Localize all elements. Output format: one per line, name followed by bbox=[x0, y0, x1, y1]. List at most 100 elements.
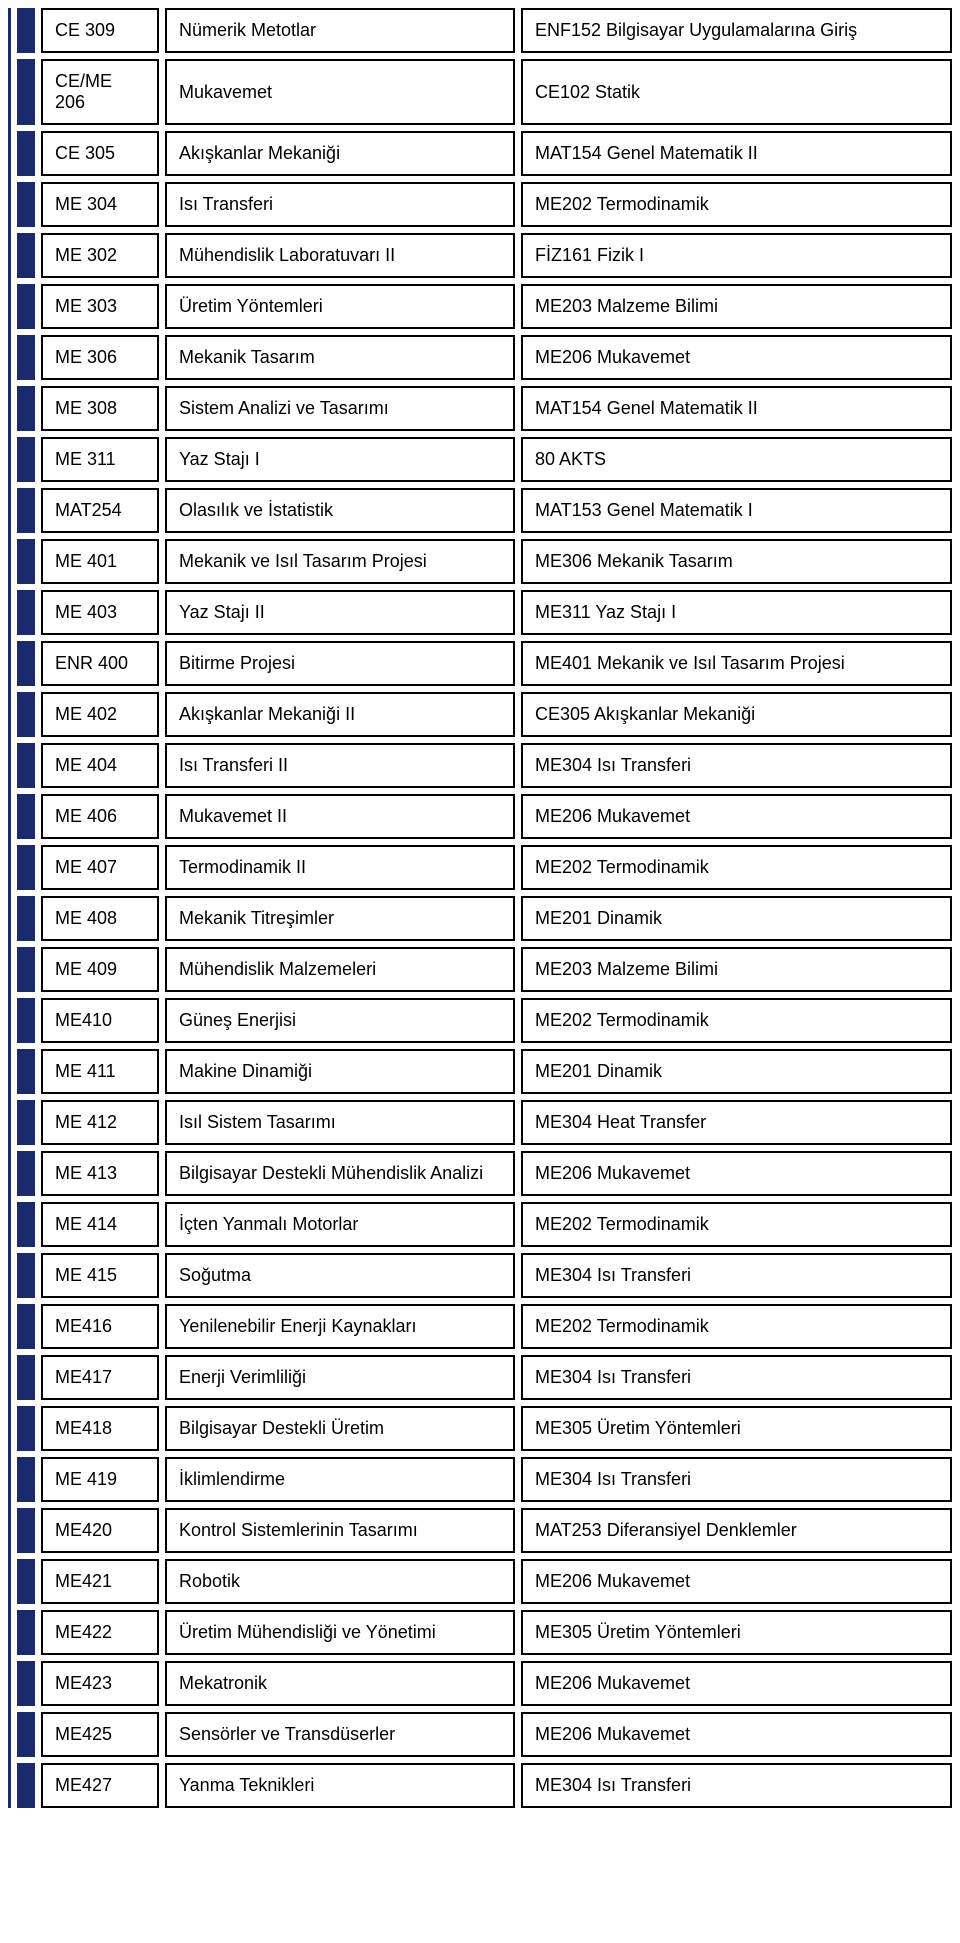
course-desc: ME304 Isı Transferi bbox=[521, 1253, 952, 1298]
table-row: ME420Kontrol Sistemlerinin TasarımıMAT25… bbox=[17, 1508, 952, 1553]
course-name: Kontrol Sistemlerinin Tasarımı bbox=[165, 1508, 515, 1553]
course-code: CE 309 bbox=[41, 8, 159, 53]
course-desc: ME203 Malzeme Bilimi bbox=[521, 284, 952, 329]
course-name: Olasılık ve İstatistik bbox=[165, 488, 515, 533]
course-name: Termodinamik II bbox=[165, 845, 515, 890]
table-row: ME 404Isı Transferi IIME304 Isı Transfer… bbox=[17, 743, 952, 788]
row-band bbox=[17, 1763, 35, 1808]
course-desc: ME206 Mukavemet bbox=[521, 1712, 952, 1757]
course-name: Akışkanlar Mekaniği II bbox=[165, 692, 515, 737]
row-band bbox=[17, 1355, 35, 1400]
row-band bbox=[17, 335, 35, 380]
row-band bbox=[17, 284, 35, 329]
table-row: ME417Enerji VerimliliğiME304 Isı Transfe… bbox=[17, 1355, 952, 1400]
table-row: ME 408Mekanik TitreşimlerME201 Dinamik bbox=[17, 896, 952, 941]
course-code: ME 406 bbox=[41, 794, 159, 839]
table-row: CE 305Akışkanlar MekaniğiMAT154 Genel Ma… bbox=[17, 131, 952, 176]
course-table: CE 309Nümerik MetotlarENF152 Bilgisayar … bbox=[8, 8, 952, 1808]
course-desc: ME305 Üretim Yöntemleri bbox=[521, 1406, 952, 1451]
course-name: Üretim Yöntemleri bbox=[165, 284, 515, 329]
course-desc: MAT154 Genel Matematik II bbox=[521, 131, 952, 176]
course-desc: ME201 Dinamik bbox=[521, 896, 952, 941]
course-name: İçten Yanmalı Motorlar bbox=[165, 1202, 515, 1247]
row-band bbox=[17, 1151, 35, 1196]
course-desc: ME203 Malzeme Bilimi bbox=[521, 947, 952, 992]
course-code: ME 402 bbox=[41, 692, 159, 737]
course-code: ME 409 bbox=[41, 947, 159, 992]
row-band bbox=[17, 1049, 35, 1094]
row-band bbox=[17, 1610, 35, 1655]
course-desc: ME202 Termodinamik bbox=[521, 845, 952, 890]
course-code: ENR 400 bbox=[41, 641, 159, 686]
table-row: ME427Yanma TeknikleriME304 Isı Transferi bbox=[17, 1763, 952, 1808]
course-name: Üretim Mühendisliği ve Yönetimi bbox=[165, 1610, 515, 1655]
course-desc: ME202 Termodinamik bbox=[521, 1202, 952, 1247]
course-desc: CE102 Statik bbox=[521, 59, 952, 125]
row-band bbox=[17, 59, 35, 125]
table-row: ME 401Mekanik ve Isıl Tasarım ProjesiME3… bbox=[17, 539, 952, 584]
course-name: Mekanik Titreşimler bbox=[165, 896, 515, 941]
course-code: ME 303 bbox=[41, 284, 159, 329]
course-desc: ME206 Mukavemet bbox=[521, 794, 952, 839]
course-desc: MAT153 Genel Matematik I bbox=[521, 488, 952, 533]
course-desc: ME304 Isı Transferi bbox=[521, 1763, 952, 1808]
row-band bbox=[17, 896, 35, 941]
row-band bbox=[17, 590, 35, 635]
course-name: Bilgisayar Destekli Üretim bbox=[165, 1406, 515, 1451]
course-desc: ENF152 Bilgisayar Uygulamalarına Giriş bbox=[521, 8, 952, 53]
course-desc: ME305 Üretim Yöntemleri bbox=[521, 1610, 952, 1655]
table-row: ME 406Mukavemet IIME206 Mukavemet bbox=[17, 794, 952, 839]
row-band bbox=[17, 794, 35, 839]
row-band bbox=[17, 1100, 35, 1145]
row-band bbox=[17, 1661, 35, 1706]
course-name: Bilgisayar Destekli Mühendislik Analizi bbox=[165, 1151, 515, 1196]
course-code: ME 407 bbox=[41, 845, 159, 890]
course-code: ME423 bbox=[41, 1661, 159, 1706]
course-name: Mekanik Tasarım bbox=[165, 335, 515, 380]
table-row: ME416Yenilenebilir Enerji KaynaklarıME20… bbox=[17, 1304, 952, 1349]
course-name: Mekatronik bbox=[165, 1661, 515, 1706]
course-desc: ME202 Termodinamik bbox=[521, 998, 952, 1043]
course-desc: ME206 Mukavemet bbox=[521, 1559, 952, 1604]
course-desc: ME304 Heat Transfer bbox=[521, 1100, 952, 1145]
table-row: ME422Üretim Mühendisliği ve YönetimiME30… bbox=[17, 1610, 952, 1655]
course-name: Mühendislik Laboratuvarı II bbox=[165, 233, 515, 278]
table-row: ME 303Üretim YöntemleriME203 Malzeme Bil… bbox=[17, 284, 952, 329]
course-desc: ME202 Termodinamik bbox=[521, 182, 952, 227]
table-row: ME 311Yaz Stajı I80 AKTS bbox=[17, 437, 952, 482]
course-code: ME 412 bbox=[41, 1100, 159, 1145]
course-code: ME 403 bbox=[41, 590, 159, 635]
row-band bbox=[17, 8, 35, 53]
row-band bbox=[17, 233, 35, 278]
course-code: ME421 bbox=[41, 1559, 159, 1604]
course-code: ME 306 bbox=[41, 335, 159, 380]
table-row: ME 411Makine DinamiğiME201 Dinamik bbox=[17, 1049, 952, 1094]
table-row: CE 309Nümerik MetotlarENF152 Bilgisayar … bbox=[17, 8, 952, 53]
table-row: ME 407Termodinamik IIME202 Termodinamik bbox=[17, 845, 952, 890]
course-code: ME 419 bbox=[41, 1457, 159, 1502]
course-code: MAT254 bbox=[41, 488, 159, 533]
course-desc: ME304 Isı Transferi bbox=[521, 743, 952, 788]
course-name: Sensörler ve Transdüserler bbox=[165, 1712, 515, 1757]
course-code: ME 404 bbox=[41, 743, 159, 788]
course-desc: ME401 Mekanik ve Isıl Tasarım Projesi bbox=[521, 641, 952, 686]
table-row: ME 308Sistem Analizi ve TasarımıMAT154 G… bbox=[17, 386, 952, 431]
course-name: Soğutma bbox=[165, 1253, 515, 1298]
course-desc: FİZ161 Fizik I bbox=[521, 233, 952, 278]
course-code: ME417 bbox=[41, 1355, 159, 1400]
course-code: ME 304 bbox=[41, 182, 159, 227]
course-code: CE/ME 206 bbox=[41, 59, 159, 125]
table-row: ME 412Isıl Sistem TasarımıME304 Heat Tra… bbox=[17, 1100, 952, 1145]
course-name: Akışkanlar Mekaniği bbox=[165, 131, 515, 176]
course-name: Isı Transferi bbox=[165, 182, 515, 227]
table-row: ME 304Isı TransferiME202 Termodinamik bbox=[17, 182, 952, 227]
row-band bbox=[17, 1457, 35, 1502]
course-name: Isıl Sistem Tasarımı bbox=[165, 1100, 515, 1145]
row-band bbox=[17, 1304, 35, 1349]
course-desc: ME206 Mukavemet bbox=[521, 1661, 952, 1706]
row-band bbox=[17, 1253, 35, 1298]
course-code: CE 305 bbox=[41, 131, 159, 176]
course-code: ME420 bbox=[41, 1508, 159, 1553]
course-code: ME 408 bbox=[41, 896, 159, 941]
course-code: ME410 bbox=[41, 998, 159, 1043]
